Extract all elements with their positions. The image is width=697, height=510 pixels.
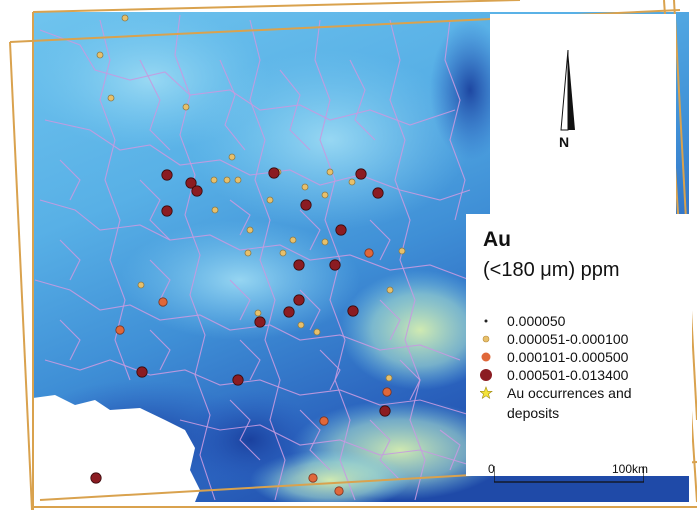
sample-point-small (348, 178, 356, 186)
sample-point-large (161, 169, 173, 181)
legend-label: 0.000501-0.013400 (507, 367, 629, 383)
star-icon (480, 386, 493, 400)
sample-point-large (254, 316, 266, 328)
sample-point-small (297, 321, 305, 329)
scale-bar (494, 466, 644, 483)
sample-point-small (321, 238, 329, 246)
sample-point-small (254, 309, 262, 317)
sample-point-medium (334, 486, 344, 496)
sample-point-medium (158, 297, 168, 307)
legend-items: 0.000050 0.000051-0.000100 0.000101-0.00… (480, 312, 690, 424)
sample-point-large (347, 305, 359, 317)
sample-point-small (234, 176, 242, 184)
sample-point-small (228, 153, 236, 161)
legend-item-small: 0.000051-0.000100 (480, 330, 690, 348)
sample-point-medium (319, 416, 329, 426)
sample-point-small (279, 249, 287, 257)
sample-point-large (283, 306, 295, 318)
sample-point-small (121, 14, 129, 22)
admin-boundaries (34, 14, 471, 501)
small-dot-icon (482, 335, 490, 343)
sample-point-small (385, 374, 393, 382)
sample-point-large (329, 259, 341, 271)
sample-point-large (300, 199, 312, 211)
sample-point-small (96, 51, 104, 59)
sample-point-small (223, 176, 231, 184)
sample-point-small (313, 328, 321, 336)
sample-point-large (268, 167, 280, 179)
legend-subtitle: (<180 μm) ppm (483, 259, 620, 281)
sample-point-large (90, 472, 102, 484)
sample-point-small (210, 176, 218, 184)
sample-point-large (191, 185, 203, 197)
sample-point-small (246, 226, 254, 234)
north-label: N (559, 134, 570, 150)
legend-label: 0.000101-0.000500 (507, 349, 629, 365)
sample-point-small (398, 247, 406, 255)
legend-title: Au (483, 228, 511, 251)
sample-point-small (301, 183, 309, 191)
tiny-dot-icon (484, 319, 488, 323)
scale-zero-label: 0 (488, 462, 495, 476)
scale-max-label: 100km (612, 462, 649, 476)
map-legend: Au (<180 μm) ppm 0.000050 0.000051-0.000… (466, 214, 692, 483)
sample-point-small (326, 168, 334, 176)
sample-point-medium (115, 325, 125, 335)
sample-point-large (379, 405, 391, 417)
medium-dot-icon (481, 352, 491, 362)
sample-point-medium (364, 248, 374, 258)
sample-point-small (182, 103, 190, 111)
large-dot-icon (480, 369, 492, 381)
legend-label: 0.000051-0.000100 (507, 331, 629, 347)
legend-item-large: 0.000501-0.013400 (480, 366, 690, 384)
north-arrow-icon (560, 50, 575, 131)
legend-label: Au occurrences and deposits (507, 385, 632, 421)
sample-point-large (136, 366, 148, 378)
sample-point-small (289, 236, 297, 244)
sample-point-large (335, 224, 347, 236)
sample-point-small (266, 196, 274, 204)
legend-item-medium: 0.000101-0.000500 (480, 348, 690, 366)
legend-item-tiny: 0.000050 (480, 312, 690, 330)
sample-point-large (232, 374, 244, 386)
sample-point-small (137, 281, 145, 289)
sample-point-small (244, 249, 252, 257)
sample-point-large (161, 205, 173, 217)
legend-label: 0.000050 (507, 313, 566, 329)
sample-point-medium (308, 473, 318, 483)
sample-point-large (185, 177, 197, 189)
sample-point-large (372, 187, 384, 199)
sample-point-large (293, 294, 305, 306)
sample-point-large (293, 259, 305, 271)
legend-item-occurrences: Au occurrences and deposits (480, 384, 690, 424)
sample-point-small (107, 94, 115, 102)
sample-point-small (321, 191, 329, 199)
north-panel (490, 14, 676, 214)
sample-point-small (211, 206, 219, 214)
sample-point-small (386, 286, 394, 294)
sample-points (90, 14, 406, 496)
sample-point-large (355, 168, 367, 180)
sample-point-medium (382, 387, 392, 397)
